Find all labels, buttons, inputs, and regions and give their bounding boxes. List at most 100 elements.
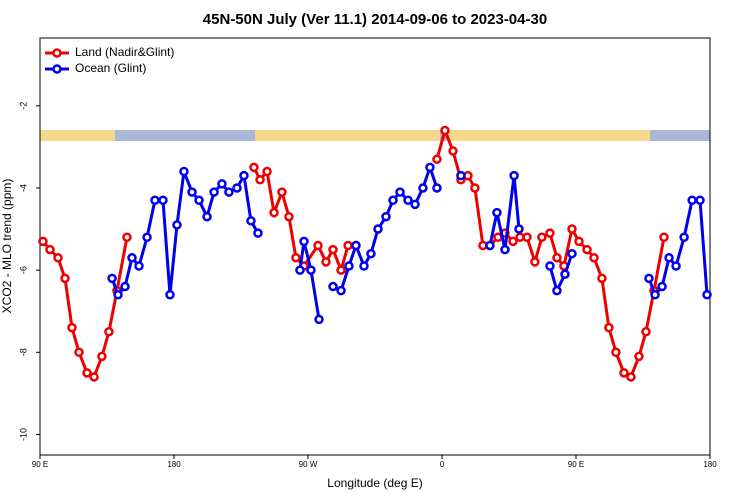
point	[657, 281, 667, 292]
point	[574, 236, 584, 247]
point	[291, 253, 301, 263]
point	[537, 232, 547, 243]
x-tick-label: 0	[440, 460, 445, 469]
point	[403, 195, 413, 206]
point	[239, 170, 249, 181]
point	[611, 347, 621, 358]
point	[644, 273, 654, 284]
point	[366, 248, 376, 259]
point	[246, 216, 256, 226]
point	[343, 240, 353, 251]
point	[60, 273, 70, 284]
point	[702, 290, 712, 300]
point	[142, 232, 152, 243]
x-tick-label: 180	[167, 460, 181, 469]
point	[328, 244, 338, 255]
point	[530, 257, 540, 267]
point	[104, 326, 114, 337]
point	[552, 253, 562, 263]
point	[202, 211, 212, 222]
point	[679, 232, 689, 243]
point	[295, 265, 305, 275]
y-tick-label: -10	[18, 428, 28, 441]
point	[82, 368, 92, 378]
point	[634, 351, 644, 362]
point	[560, 269, 570, 279]
x-tick-label: 180	[703, 460, 717, 469]
legend-marker	[52, 64, 62, 74]
point	[687, 195, 697, 206]
point	[545, 228, 555, 238]
point	[107, 273, 117, 284]
point	[255, 174, 265, 185]
point	[508, 236, 518, 247]
point	[158, 195, 168, 206]
point	[113, 290, 123, 300]
point	[641, 326, 651, 337]
point	[432, 154, 442, 164]
point	[418, 183, 428, 193]
x-tick-label: 90 E	[568, 460, 584, 469]
point	[224, 187, 234, 197]
x-tick-label: 90 W	[299, 460, 318, 469]
point	[277, 187, 287, 197]
x-axis-label: Longitude (deg E)	[327, 476, 422, 490]
legend-marker	[52, 48, 62, 58]
point	[306, 265, 316, 275]
point	[89, 372, 99, 382]
point	[373, 224, 383, 234]
point	[284, 211, 294, 222]
point	[328, 281, 338, 292]
point	[150, 195, 160, 206]
point	[209, 187, 219, 197]
point	[626, 372, 636, 382]
land-strip	[448, 130, 650, 141]
point	[351, 240, 361, 251]
point	[567, 248, 577, 259]
point	[336, 265, 346, 275]
point	[38, 236, 48, 247]
point	[127, 253, 137, 263]
point	[53, 253, 63, 263]
point	[604, 322, 614, 333]
point	[74, 347, 84, 358]
point	[456, 170, 466, 181]
point	[232, 183, 242, 193]
point	[485, 240, 495, 251]
y-axis-label: XCO2 - MLO trend (ppm)	[0, 179, 14, 314]
point	[249, 162, 259, 173]
point	[448, 146, 458, 156]
point	[253, 228, 263, 238]
point	[262, 166, 272, 177]
y-tick-label: -8	[18, 348, 28, 356]
point	[381, 211, 391, 222]
point	[567, 224, 577, 234]
y-tick-label: -4	[18, 184, 28, 192]
point	[165, 290, 175, 300]
point	[122, 232, 132, 243]
point	[514, 224, 524, 234]
y-tick-label: -6	[18, 266, 28, 274]
point	[597, 273, 607, 284]
map-strip	[40, 130, 710, 141]
point	[194, 195, 204, 206]
point	[344, 261, 354, 271]
point	[314, 314, 324, 325]
point	[492, 207, 502, 218]
point	[359, 261, 369, 271]
point	[582, 244, 592, 255]
point	[671, 261, 681, 271]
point	[179, 166, 189, 177]
point	[659, 232, 669, 243]
point	[217, 179, 227, 189]
point	[336, 285, 346, 296]
point	[695, 195, 705, 206]
point	[67, 322, 77, 333]
point	[619, 368, 629, 378]
point	[470, 183, 480, 193]
point	[269, 207, 279, 218]
point	[299, 236, 309, 247]
point	[522, 232, 532, 243]
